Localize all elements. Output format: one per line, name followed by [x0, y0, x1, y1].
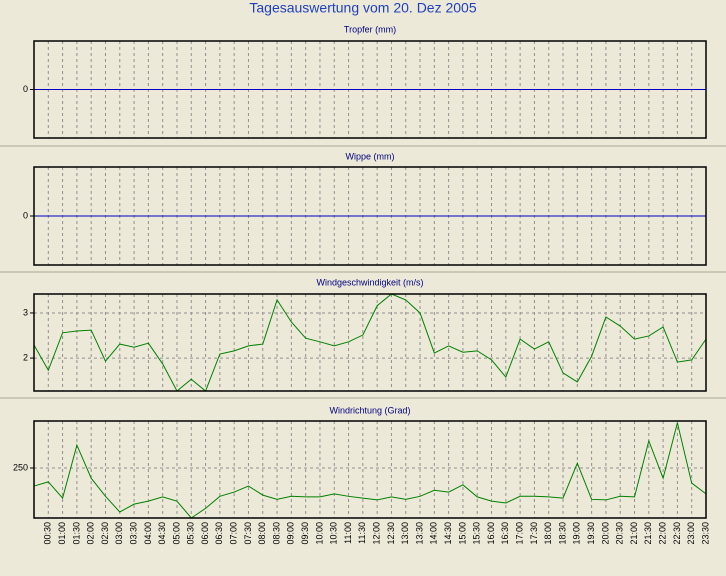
panel-title: Windgeschwindigkeit (m/s): [316, 277, 423, 287]
x-tick-label: 22:30: [672, 522, 682, 545]
x-tick-label: 12:00: [372, 522, 382, 545]
x-tick-label: 07:00: [229, 522, 239, 545]
data-line: [33, 422, 707, 519]
x-tick-label: 12:30: [386, 522, 396, 545]
plot-frame: [33, 293, 707, 392]
plot-frame: [33, 40, 707, 139]
x-tick-label: 09:30: [300, 522, 310, 545]
y-tick-label: 0: [23, 210, 28, 220]
y-tick-label: 2: [23, 352, 28, 362]
x-tick-label: 06:00: [200, 522, 210, 545]
panel-title: Windrichtung (Grad): [329, 405, 410, 415]
x-tick-label: 10:30: [329, 522, 339, 545]
x-tick-label: 18:30: [557, 522, 567, 545]
plot-area: [34, 421, 706, 518]
main-title: Tagesauswertung vom 20. Dez 2005: [249, 0, 476, 16]
x-tick-label: 10:00: [314, 522, 324, 545]
x-tick-label: 14:30: [443, 522, 453, 545]
x-tick-label: 13:30: [414, 522, 424, 545]
x-tick-label: 14:00: [429, 522, 439, 545]
x-tick-label: 21:30: [643, 522, 653, 545]
x-tick-label: 02:00: [86, 522, 96, 545]
x-tick-label: 15:00: [457, 522, 467, 545]
x-tick-label: 23:00: [686, 522, 696, 545]
data-line: [33, 293, 707, 392]
x-tick-label: 22:00: [657, 522, 667, 545]
x-tick-label: 06:30: [214, 522, 224, 545]
x-tick-label: 07:30: [243, 522, 253, 545]
x-tick-label: 05:30: [186, 522, 196, 545]
y-tick-label: 0: [23, 84, 28, 94]
x-tick-label: 16:30: [500, 522, 510, 545]
x-tick-label: 15:30: [472, 522, 482, 545]
x-tick-label: 05:00: [171, 522, 181, 545]
x-tick-label: 04:00: [143, 522, 153, 545]
plot-area: [34, 294, 706, 391]
plot-frame: [33, 420, 707, 519]
x-tick-label: 02:30: [100, 522, 110, 545]
x-tick-label: 23:30: [700, 522, 710, 545]
x-tick-label: 20:00: [600, 522, 610, 545]
x-tick-label: 03:00: [114, 522, 124, 545]
x-tick-label: 19:30: [586, 522, 596, 545]
x-tick-label: 16:00: [486, 522, 496, 545]
x-tick-label: 08:30: [271, 522, 281, 545]
x-tick-label: 00:30: [43, 522, 53, 545]
x-tick-label: 21:00: [629, 522, 639, 545]
panel-title: Wippe (mm): [346, 151, 395, 161]
x-tick-label: 09:00: [286, 522, 296, 545]
x-tick-label: 11:30: [357, 522, 367, 544]
x-tick-label: 04:30: [157, 522, 167, 545]
plot-frame: [33, 166, 707, 266]
x-tick-label: 08:00: [257, 522, 267, 545]
x-tick-label: 20:30: [615, 522, 625, 545]
y-tick-label: 250: [13, 462, 28, 472]
x-tick-label: 18:00: [543, 522, 553, 545]
x-tick-label: 03:30: [128, 522, 138, 545]
x-tick-label: 17:30: [529, 522, 539, 545]
x-tick-label: 11:00: [343, 522, 353, 544]
x-tick-label: 01:00: [57, 522, 67, 545]
x-tick-label: 17:00: [515, 522, 525, 545]
panel-title: Tropfer (mm): [344, 24, 396, 34]
y-tick-label: 3: [23, 307, 28, 317]
x-tick-label: 19:00: [572, 522, 582, 545]
x-tick-label: 13:00: [400, 522, 410, 545]
x-tick-label: 01:30: [71, 522, 81, 545]
